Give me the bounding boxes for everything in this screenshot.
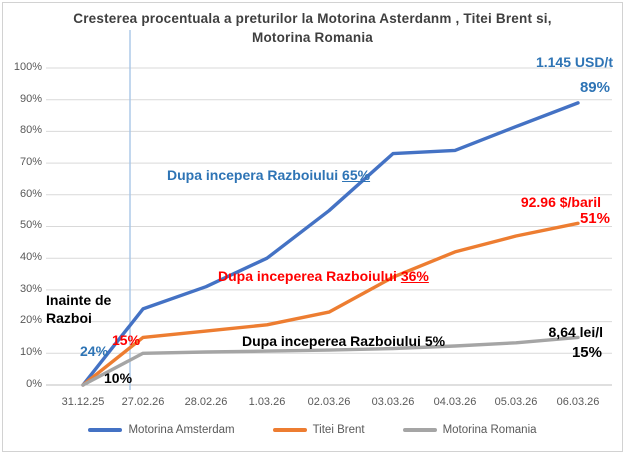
y-axis-tick-50: 50%: [19, 219, 42, 231]
annotation-amsterdam-price-usd: 1.145 USD/t: [535, 54, 613, 70]
legend-label-motorina-amsterdam: Motorina Amsterdam: [128, 424, 235, 436]
x-axis-label-31-12-25: 31.12.25: [61, 396, 105, 408]
chart-title-line-2: Motorina Romania: [252, 30, 373, 45]
x-axis-label-28-02-26: 28.02.26: [184, 396, 228, 408]
legend-label-motorina-romania: Motorina Romania: [442, 424, 537, 436]
annotation-romania-start-pct: 10%: [104, 370, 133, 386]
legend-item-titei-brent: Titei Brent: [272, 424, 365, 436]
x-axis-label-04-03-26: 04.03.26: [433, 396, 477, 408]
annotation-romania-price-lei: 8,64 lei/l: [548, 324, 603, 340]
annotation-amsterdam-after-war-pct: 65%: [342, 167, 371, 183]
y-axis-tick-40: 40%: [19, 251, 42, 263]
y-axis-tick-60: 60%: [19, 188, 42, 200]
chart-title: Cresterea procentuala a preturilor la Mo…: [0, 9, 625, 47]
annotation-brent-final-pct: 51%: [579, 210, 610, 227]
legend-label-titei-brent: Titei Brent: [312, 424, 365, 436]
chart-title-line-1: Cresterea procentuala a preturilor la Mo…: [73, 11, 552, 26]
annotation-amsterdam-start-pct: 24%: [80, 343, 109, 359]
annotation-brent-after-war: Dupa inceperea Razboiului 36%: [218, 268, 429, 284]
y-axis-tick-10: 10%: [19, 346, 42, 358]
series-line-motorina-amsterdam: [81, 101, 580, 387]
annotation-amsterdam-final-pct: 89%: [579, 79, 610, 96]
annotation-brent-after-war-pct: 36%: [400, 268, 429, 284]
y-axis-tick-100: 100%: [13, 61, 42, 73]
y-axis-tick-80: 80%: [19, 124, 42, 136]
annotation-romania-final-pct: 15%: [571, 344, 602, 361]
annotation-brent-price-baril: 92.96 $/baril: [520, 194, 601, 210]
x-axis-label-05-03-26: 05.03.26: [494, 396, 538, 408]
legend-swatch-orange-line: [272, 428, 307, 432]
series-line-titei-brent: [81, 221, 580, 387]
chart-legend: Motorina Amsterdam Titei Brent Motorina …: [0, 424, 625, 436]
legend-swatch-blue-line: [88, 428, 123, 432]
legend-item-motorina-romania: Motorina Romania: [402, 424, 537, 436]
x-axis-label-1-03-26: 1.03.26: [248, 396, 286, 408]
annotation-amsterdam-after-war-text: Dupa incepera Razboiului: [167, 167, 343, 183]
y-axis-tick-0: 0%: [26, 378, 42, 390]
annotation-amsterdam-after-war: Dupa incepera Razboiului 65%: [167, 167, 370, 183]
x-axis-label-27-02-26: 27.02.26: [121, 396, 165, 408]
y-axis-tick-70: 70%: [19, 156, 42, 168]
y-axis-tick-30: 30%: [19, 283, 42, 295]
series-line-motorina-romania: [81, 335, 580, 387]
legend-swatch-gray-line: [402, 428, 437, 432]
y-axis-tick-90: 90%: [19, 93, 42, 105]
annotation-romania-after-war: Dupa inceperea Razboiului 5%: [242, 333, 446, 349]
x-axis-label-03-03-26: 03.03.26: [371, 396, 415, 408]
annotation-brent-after-war-text: Dupa inceperea Razboiului: [218, 268, 401, 284]
x-axis-label-06-03-26: 06.03.26: [556, 396, 600, 408]
legend-item-motorina-amsterdam: Motorina Amsterdam: [88, 424, 235, 436]
annotation-before-war: Inainte de Razboi: [46, 292, 112, 326]
annotation-brent-start-pct: 15%: [112, 332, 141, 348]
x-axis-label-02-03-26: 02.03.26: [307, 396, 351, 408]
y-axis-tick-20: 20%: [19, 314, 42, 326]
